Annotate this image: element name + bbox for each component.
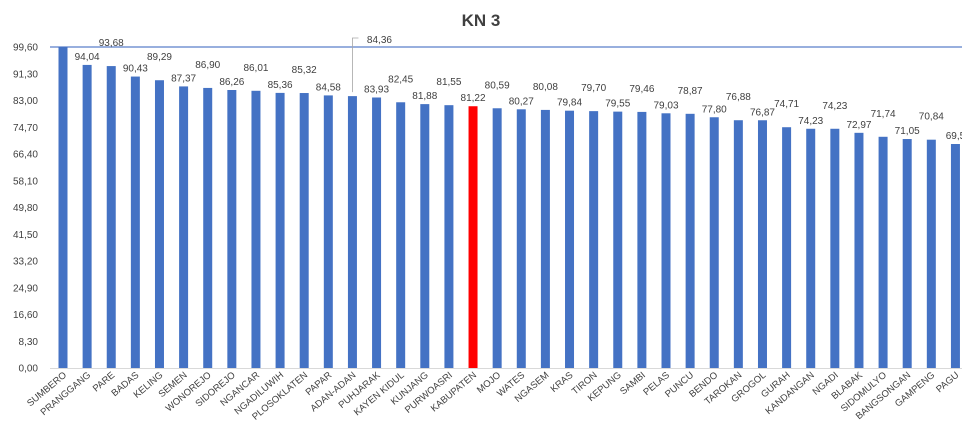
- bar: [82, 64, 92, 368]
- bar: [637, 111, 647, 369]
- bar: [661, 113, 671, 368]
- bar: [323, 95, 333, 368]
- y-tick-label: 0,00: [19, 364, 39, 375]
- data-label: 90,43: [123, 64, 148, 75]
- data-label: 81,88: [412, 91, 437, 102]
- data-label: 74,23: [822, 101, 847, 112]
- data-label: 79,46: [629, 84, 654, 95]
- bars: [58, 47, 960, 369]
- y-tick-label: 83,00: [13, 96, 38, 107]
- data-label: 93,68: [99, 38, 124, 49]
- y-tick-label: 99,60: [13, 43, 38, 54]
- data-label: 79,03: [653, 100, 678, 111]
- data-label: 74,23: [798, 116, 823, 127]
- bar: [685, 113, 695, 368]
- bar: [106, 66, 116, 368]
- y-tick-label: 58,10: [13, 176, 38, 187]
- plot-frame: [50, 46, 962, 369]
- bar: [251, 90, 261, 368]
- bar: [926, 139, 936, 368]
- data-label: 78,87: [678, 86, 703, 97]
- data-label: 77,80: [702, 104, 727, 115]
- data-label: 80,08: [533, 82, 558, 93]
- y-tick-label: 24,90: [13, 283, 38, 294]
- chart-title: KN 3: [462, 11, 501, 30]
- bar: [613, 111, 623, 369]
- bar: [372, 97, 382, 368]
- data-label: 79,84: [557, 98, 582, 109]
- leader-line: [352, 37, 359, 93]
- data-label: 81,22: [461, 93, 486, 104]
- data-label: 80,27: [509, 96, 534, 107]
- data-label: 94,04: [75, 52, 100, 63]
- bar: [589, 111, 599, 368]
- bar: [854, 132, 864, 368]
- data-label: 85,36: [268, 80, 293, 91]
- bar: [782, 127, 792, 368]
- bar: [902, 139, 912, 368]
- bar: [830, 128, 840, 368]
- y-tick-label: 49,80: [13, 203, 38, 214]
- bar: [347, 96, 357, 368]
- data-label: 83,93: [364, 85, 389, 96]
- data-label: 76,88: [726, 92, 751, 103]
- y-tick-label: 91,30: [13, 69, 38, 80]
- y-tick-label: 66,40: [13, 150, 38, 161]
- bar: [58, 47, 68, 368]
- data-label: 70,84: [919, 112, 944, 123]
- data-label: 71,74: [871, 109, 896, 120]
- data-label: 86,90: [195, 60, 220, 71]
- bar: [154, 80, 164, 368]
- data-label: 89,29: [147, 52, 172, 63]
- data-label: 79,70: [581, 83, 606, 94]
- bar: [950, 144, 960, 368]
- data-label: 84,58: [316, 82, 341, 93]
- y-tick-label: 8,30: [19, 337, 39, 348]
- data-label: 82,45: [388, 74, 413, 85]
- data-label: 69,5: [946, 131, 962, 142]
- y-axis: 0,00 8,30 16,60 24,90 33,20 41,50 49,80 58,10 66…: [13, 43, 38, 375]
- data-label: 84,36: [367, 35, 392, 46]
- data-label: 86,26: [219, 77, 244, 88]
- bar: [396, 102, 406, 369]
- bar: [130, 76, 140, 368]
- bar: [203, 87, 213, 368]
- bar: [299, 93, 309, 368]
- bar: [420, 104, 430, 368]
- bar: [227, 89, 237, 368]
- bar: [757, 120, 767, 369]
- y-tick-label: 33,20: [13, 257, 38, 268]
- data-label: 87,37: [171, 73, 196, 84]
- data-label: 81,55: [436, 77, 461, 88]
- data-label: 74,71: [774, 99, 799, 110]
- bar: [878, 136, 888, 368]
- bar: [275, 92, 285, 368]
- data-label: 72,97: [846, 120, 871, 131]
- data-label: 71,05: [895, 126, 920, 137]
- bar: [444, 105, 454, 369]
- bar: [733, 120, 743, 369]
- data-label: 85,32: [292, 65, 317, 76]
- bar: [179, 86, 189, 369]
- bar: [492, 108, 502, 369]
- bar: [709, 117, 719, 368]
- data-label: 79,55: [605, 99, 630, 110]
- y-tick-label: 41,50: [13, 230, 38, 241]
- bar: [516, 109, 526, 368]
- x-axis: SUMBEROPRANGGANGPAREBADASKELINGSEMENWONO…: [25, 369, 961, 422]
- x-tick-label: PAGU: [934, 370, 961, 395]
- y-tick-label: 16,60: [13, 310, 38, 321]
- bar: [540, 109, 550, 369]
- bar: [468, 106, 478, 368]
- y-tick-label: 74,70: [13, 123, 38, 134]
- data-label: 80,59: [485, 80, 510, 91]
- data-label: 86,01: [243, 63, 268, 74]
- bar: [806, 128, 816, 368]
- bar: [565, 110, 575, 369]
- data-label: 76,87: [750, 107, 775, 118]
